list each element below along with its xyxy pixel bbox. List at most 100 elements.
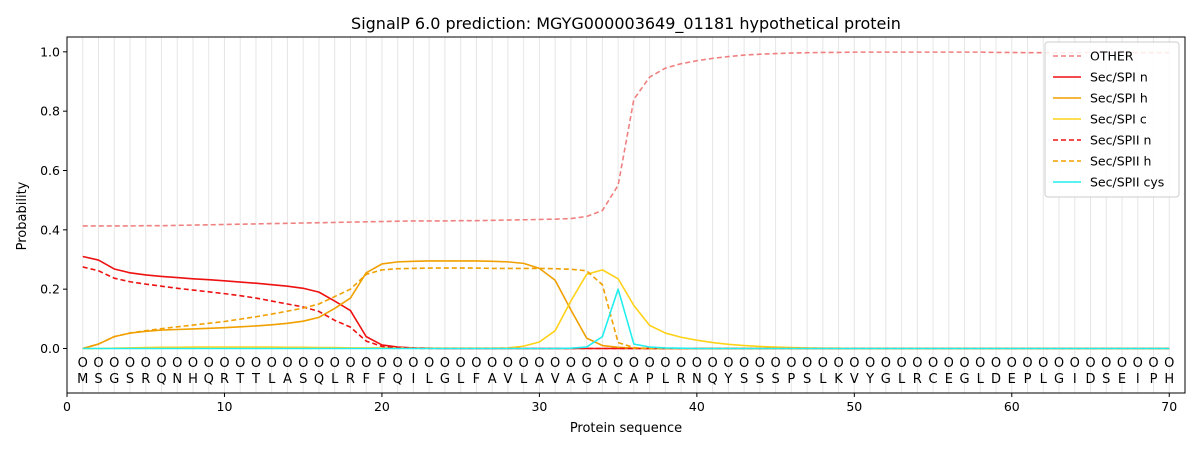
residue-letter-42: Y: [723, 372, 732, 387]
residue-marker-55: O: [928, 356, 938, 371]
series-line-6: [82, 288, 1170, 350]
series-line-5: [82, 267, 1170, 350]
residue-letter-52: G: [881, 372, 891, 387]
series-line-2: [82, 260, 1170, 350]
residue-letter-29: L: [520, 372, 528, 387]
residue-marker-53: O: [896, 356, 906, 371]
residue-marker-60: O: [1007, 356, 1017, 371]
residue-letter-6: Q: [156, 372, 166, 387]
residue-letter-45: S: [771, 372, 779, 387]
residue-marker-22: O: [408, 356, 418, 371]
y-axis-label: Probability: [15, 181, 30, 250]
residue-letter-14: A: [283, 372, 292, 387]
residue-marker-1: O: [78, 356, 88, 371]
residue-letter-40: N: [692, 372, 702, 387]
plot-frame: [66, 36, 1186, 394]
residue-marker-10: O: [219, 356, 229, 371]
residue-letter-1: M: [77, 372, 88, 387]
residue-marker-8: O: [188, 356, 198, 371]
residue-marker-19: O: [361, 356, 371, 371]
residue-letter-12: T: [251, 372, 260, 387]
residue-letter-37: P: [646, 372, 654, 387]
residue-letter-4: S: [126, 372, 134, 387]
residue-letter-43: S: [740, 372, 748, 387]
residue-letter-55: C: [929, 372, 938, 387]
residue-letter-20: F: [378, 372, 385, 387]
residue-marker-30: O: [534, 356, 544, 371]
residue-letter-22: I: [412, 372, 416, 387]
residue-marker-12: O: [251, 356, 261, 371]
x-tick-label-20: 20: [374, 399, 390, 414]
residue-marker-36: O: [629, 356, 639, 371]
y-tick-label-4: 0.8: [40, 104, 60, 119]
residue-marker-69: O: [1148, 356, 1158, 371]
residue-marker-64: O: [1070, 356, 1080, 371]
residue-marker-59: O: [991, 356, 1001, 371]
residue-letter-33: G: [582, 372, 592, 387]
x-axis-ticks: 0 10 20 30 40 50 60 70: [63, 393, 1177, 414]
residue-marker-51: O: [865, 356, 875, 371]
legend: OTHER Sec/SPI n Sec/SPI h Sec/SPI c Sec/SPII…: [1044, 41, 1180, 198]
residue-marker-54: O: [912, 356, 922, 371]
residue-letter-68: I: [1136, 372, 1140, 387]
residue-letter-34: A: [598, 372, 607, 387]
x-tick-label-40: 40: [689, 399, 705, 414]
residue-letter-17: L: [331, 372, 339, 387]
residue-marker-43: O: [739, 356, 749, 371]
residue-letter-67: E: [1118, 372, 1126, 387]
legend-label-3: Sec/SPI c: [1090, 112, 1147, 127]
residue-marker-24: O: [440, 356, 450, 371]
residue-letter-21: Q: [393, 372, 403, 387]
residue-row: OMOSOGOSOROQONOHOQOROTOTOLOAOSOQOLOROFOF…: [77, 356, 1174, 387]
legend-label-6: Sec/SPII cys: [1090, 175, 1164, 190]
residue-marker-39: O: [676, 356, 686, 371]
residue-letter-23: L: [426, 372, 434, 387]
residue-letter-26: F: [473, 372, 480, 387]
y-tick-label-2: 0.4: [40, 222, 60, 237]
series-line-4: [82, 266, 1170, 350]
residue-marker-29: O: [519, 356, 529, 371]
legend-label-4: Sec/SPII n: [1090, 133, 1151, 148]
legend-box: [1044, 41, 1180, 198]
residue-marker-50: O: [849, 356, 859, 371]
residue-marker-27: O: [487, 356, 497, 371]
residue-letter-31: V: [551, 372, 560, 387]
residue-marker-11: O: [235, 356, 245, 371]
y-tick-label-3: 0.6: [40, 163, 60, 178]
x-tick-label-30: 30: [531, 399, 547, 414]
residue-marker-35: O: [613, 356, 623, 371]
chart-title: SignalP 6.0 prediction: MGYG000003649_01…: [351, 14, 901, 34]
legend-label-1: Sec/SPI n: [1090, 70, 1148, 85]
residue-marker-13: O: [267, 356, 277, 371]
residue-marker-9: O: [204, 356, 214, 371]
residue-letter-10: R: [220, 372, 229, 387]
residue-letter-69: P: [1150, 372, 1158, 387]
residue-marker-68: O: [1133, 356, 1143, 371]
legend-label-2: Sec/SPI h: [1090, 91, 1148, 106]
residue-letter-15: S: [299, 372, 307, 387]
residue-letter-9: Q: [204, 372, 214, 387]
residue-marker-62: O: [1038, 356, 1048, 371]
residue-marker-4: O: [125, 356, 135, 371]
residue-marker-26: O: [471, 356, 481, 371]
legend-label-5: Sec/SPII h: [1090, 154, 1151, 169]
residue-marker-31: O: [550, 356, 560, 371]
residue-letter-32: A: [566, 372, 575, 387]
residue-letter-39: R: [677, 372, 686, 387]
residue-marker-48: O: [818, 356, 828, 371]
residue-marker-58: O: [975, 356, 985, 371]
legend-label-0: OTHER: [1090, 49, 1134, 64]
residue-marker-66: O: [1101, 356, 1111, 371]
y-axis-ticks: 0.0 0.2 0.4 0.6 0.8 1.0: [40, 44, 67, 356]
residue-letter-48: L: [819, 372, 827, 387]
residue-marker-44: O: [755, 356, 765, 371]
residue-letter-63: G: [1054, 372, 1064, 387]
residue-letter-57: G: [960, 372, 970, 387]
residue-letter-61: P: [1024, 372, 1032, 387]
residue-letter-70: H: [1164, 372, 1174, 387]
residue-letter-66: S: [1102, 372, 1110, 387]
residue-marker-56: O: [944, 356, 954, 371]
residue-letter-25: L: [457, 372, 465, 387]
residue-letter-11: T: [235, 372, 244, 387]
residue-letter-60: E: [1008, 372, 1016, 387]
